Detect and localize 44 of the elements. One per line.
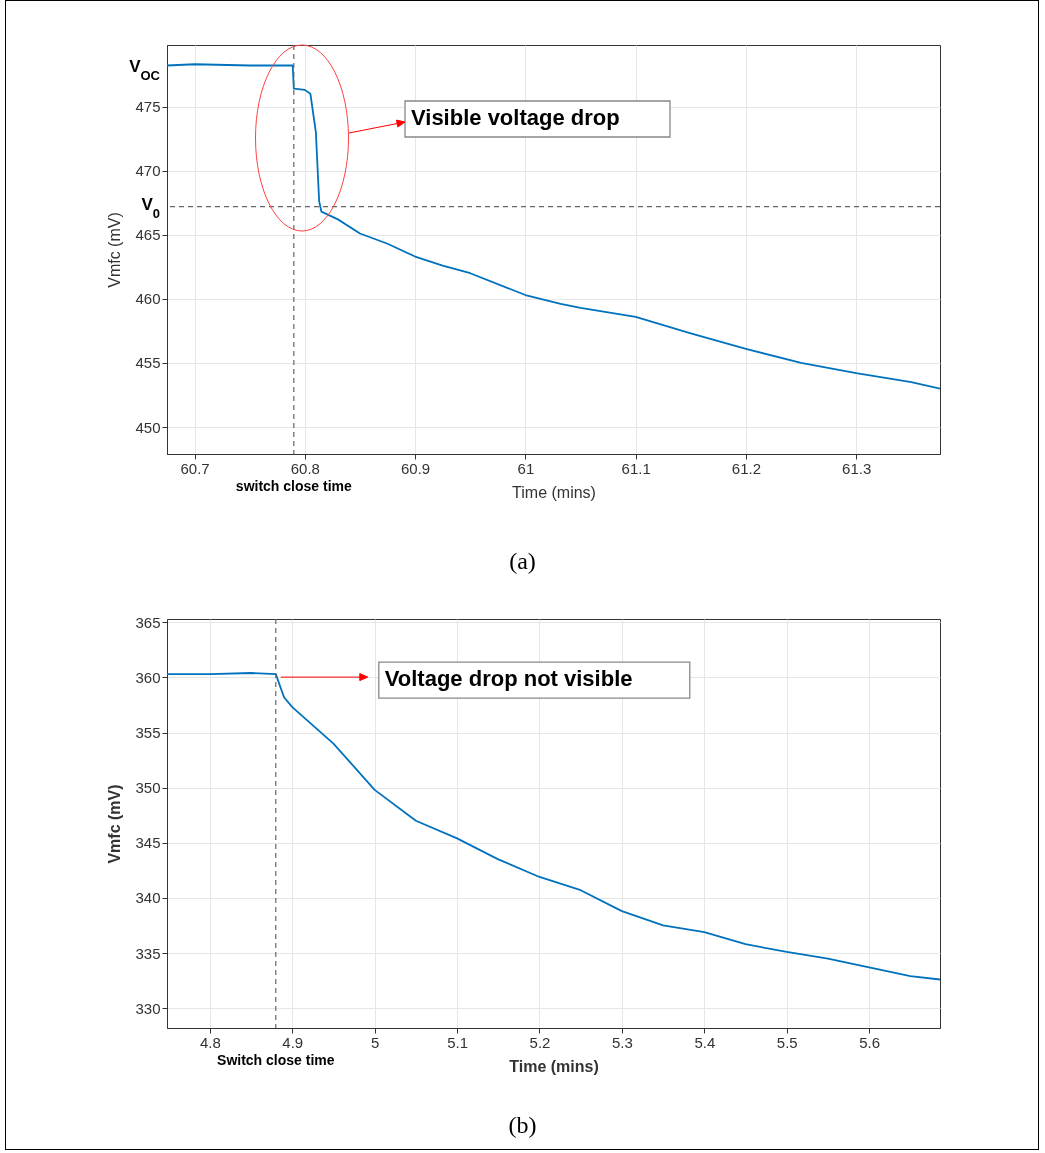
y-tick-label: 360 — [135, 668, 161, 686]
y-tick-label: 470 — [135, 162, 161, 180]
text: (b) — [507, 1112, 538, 1139]
y-tick-label: 335 — [135, 944, 161, 962]
x-tick-label: 61.1 — [621, 459, 651, 477]
ref-line-label: V$_{0}$ — [141, 194, 160, 221]
x-axis-title: Time (mins) — [509, 1057, 599, 1075]
annotation: Visible voltage drop — [411, 105, 620, 130]
x-tick-label: 4.9 — [282, 1033, 304, 1051]
text: (a) — [508, 548, 537, 575]
ref-line-label: switch close time — [235, 478, 352, 494]
y-tick-label: 355 — [135, 724, 161, 742]
annotation: Voltage drop not visible — [384, 666, 633, 692]
y-tick-label: 330 — [135, 999, 161, 1017]
y-tick-label: 345 — [135, 834, 161, 852]
x-tick-label: 5.4 — [694, 1033, 716, 1051]
y-tick-label: 465 — [135, 226, 161, 244]
x-tick-label: 5.6 — [859, 1033, 881, 1051]
x-axis-title: Time (mins) — [512, 483, 596, 501]
x-tick-label: 5 — [371, 1033, 380, 1051]
y-tick-label: 450 — [135, 418, 161, 436]
x-tick-label: 4.8 — [199, 1033, 221, 1051]
x-tick-label: 61.3 — [842, 459, 872, 477]
y-axis-title: Vmfc (mV) — [106, 212, 124, 288]
y-tick-label: 365 — [135, 613, 161, 631]
x-tick-label: 61 — [517, 459, 535, 477]
ref-line-label: Switch close time — [217, 1052, 335, 1068]
x-tick-label: 5.1 — [447, 1033, 469, 1051]
x-tick-label: 60.9 — [401, 459, 431, 477]
line-series — [167, 672, 940, 981]
y-tick-label: 455 — [135, 354, 161, 372]
y-tick-label: 460 — [135, 290, 161, 308]
y-tick-label: 350 — [135, 779, 161, 797]
y-axis-title: Vmfc (mV) — [106, 784, 124, 864]
x-tick-label: 61.2 — [731, 459, 762, 477]
line-series — [167, 63, 940, 390]
y-tick-label: 340 — [135, 889, 161, 907]
y-tick-label: 475 — [135, 98, 161, 116]
x-tick-label: 5.2 — [529, 1033, 551, 1051]
x-tick-label: 5.5 — [776, 1033, 798, 1051]
x-tick-label: 60.8 — [290, 459, 320, 477]
annotation: V$_{OC}$ — [129, 56, 161, 83]
x-tick-label: 60.7 — [180, 459, 210, 477]
x-tick-label: 5.3 — [611, 1033, 633, 1051]
